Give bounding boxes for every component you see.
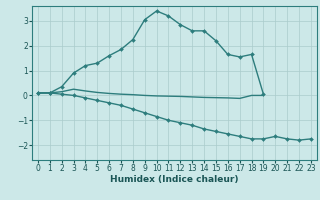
X-axis label: Humidex (Indice chaleur): Humidex (Indice chaleur) bbox=[110, 175, 239, 184]
